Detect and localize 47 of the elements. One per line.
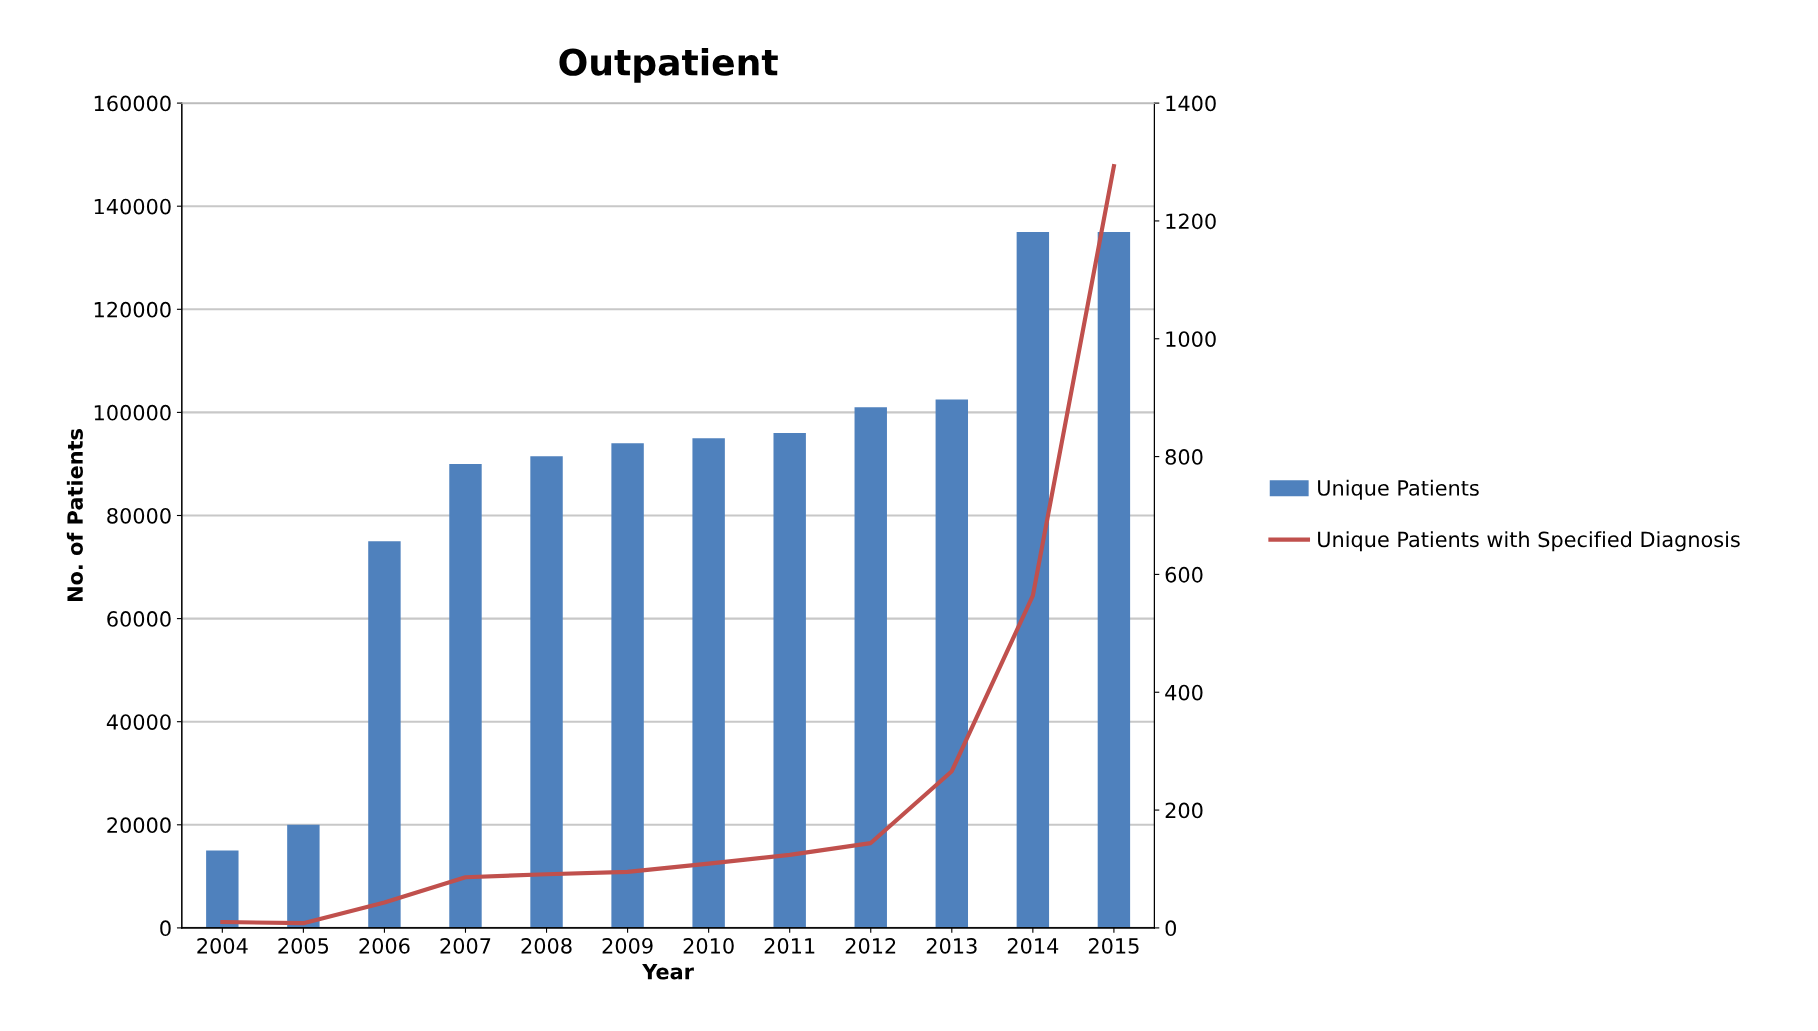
x-tick-label: 2012 [845,937,896,954]
y-tick-label: 40000 [106,714,171,730]
x-axis-title: Year [642,963,694,980]
bar [854,407,887,928]
bar [773,433,806,928]
x-tick-label: 2013 [926,937,977,954]
y2-tick-label: 1200 [1166,213,1216,230]
y-axis-title: No. of Patients [66,429,83,601]
bar [1016,231,1050,928]
y-tick-label: 160000 [94,95,171,112]
bar [611,443,644,928]
x-tick-label: 2011 [764,937,815,954]
y-tick-label: 20000 [107,817,171,834]
y2-tick-label: 1000 [1166,331,1216,347]
line-series [220,164,1116,926]
y-tick-label: 120000 [94,301,171,318]
legend-label: Unique Patients [1318,479,1479,500]
y2-tick-label: 0 [1165,920,1177,937]
chart-title: Outpatient [559,47,778,83]
y2-tick-label: 800 [1165,449,1203,465]
x-tick-label: 2015 [1088,937,1139,954]
y2-tick-label: 600 [1165,566,1203,583]
x-tick-label: 2014 [1007,937,1059,954]
y-tick-label: 140000 [94,198,171,215]
y2-tick-label: 400 [1165,684,1203,701]
x-tick-label: 2006 [359,937,410,954]
legend-label: Unique Patients with Specified Diagnosis [1318,531,1740,552]
y-tick-label: 60000 [107,611,171,627]
x-tick-label: 2004 [197,937,248,954]
bar [287,824,320,928]
bar [935,399,969,928]
bar [368,541,401,928]
bar [206,850,239,928]
y-tick-label: 100000 [94,404,171,421]
y2-tick-label: 1400 [1166,95,1216,112]
y2-tick-label: 200 [1165,802,1203,819]
x-tick-label: 2005 [278,937,329,954]
bar [530,456,563,928]
bar [449,463,482,928]
x-tick-label: 2007 [440,937,491,954]
y-tick-label: 80000 [107,507,171,524]
y-tick-label: 0 [160,920,171,937]
x-tick-label: 2009 [602,937,653,954]
bar [692,438,725,928]
bar [1097,231,1131,928]
x-tick-label: 2010 [683,937,734,954]
x-tick-label: 2008 [521,937,572,954]
